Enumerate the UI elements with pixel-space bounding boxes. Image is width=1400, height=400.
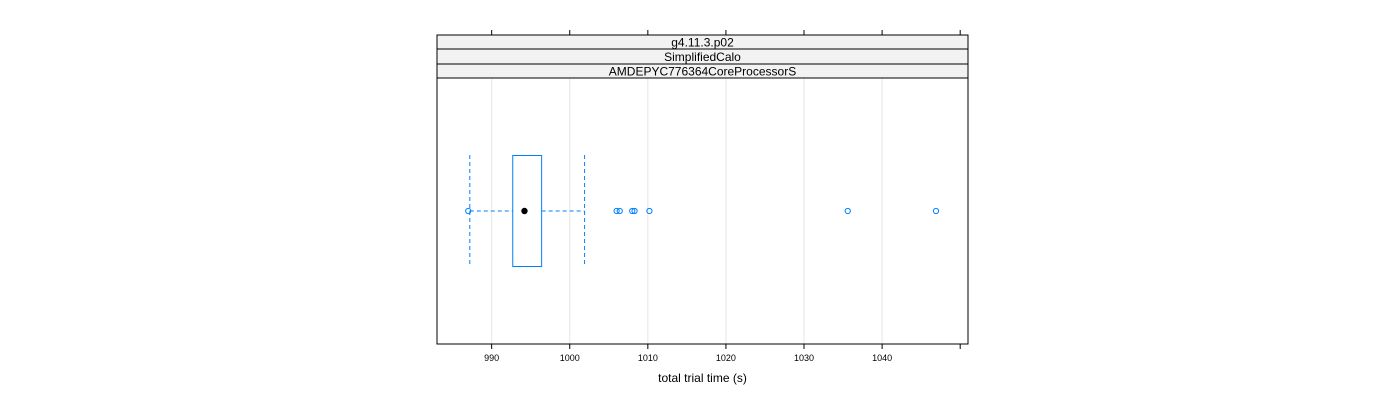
x-tick-label-5: 1040 <box>872 353 892 363</box>
x-tick-label-4: 1030 <box>794 353 814 363</box>
outlier-point-4 <box>631 207 638 215</box>
outlier-point-3 <box>629 207 636 215</box>
iqr-box <box>512 155 543 267</box>
strip-3-label: AMDEPYC776364CoreProcessorS <box>609 65 796 79</box>
outlier-point-1 <box>613 207 620 215</box>
strip-2-label: SimplifiedCalo <box>664 50 741 64</box>
gridlines <box>491 78 883 344</box>
outlier-point-6 <box>844 207 851 215</box>
strip-1-label: g4.11.3.p02 <box>671 36 734 50</box>
outlier-point-2 <box>616 207 623 215</box>
median-point <box>521 207 528 215</box>
outlier-point-7 <box>932 207 940 215</box>
x-tick-label-3: 1020 <box>716 353 736 363</box>
plot-panel <box>436 77 969 345</box>
x-tick-label-1: 1000 <box>560 353 580 363</box>
x-tick-label-2: 1010 <box>638 353 658 363</box>
x-tick-label-0: 990 <box>484 353 499 363</box>
x-axis-title: total trial time (s) <box>658 371 747 385</box>
strip-group: g4.11.3.p02 SimplifiedCalo AMDEPYC776364… <box>436 34 969 79</box>
x-axis: 990 1000 1010 1020 1030 1040 <box>484 30 961 363</box>
boxplot <box>465 155 940 267</box>
outlier-point-0 <box>465 207 472 215</box>
outlier-point-5 <box>646 207 653 215</box>
